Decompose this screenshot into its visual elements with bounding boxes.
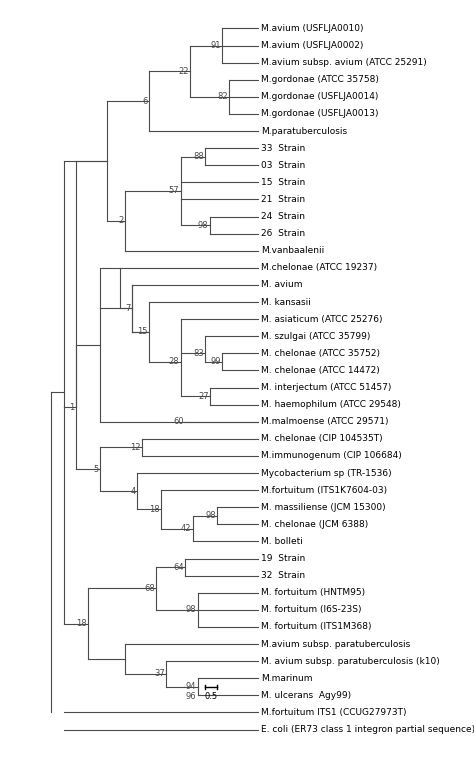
Text: M.avium subsp. paratuberculosis: M.avium subsp. paratuberculosis [261,640,410,649]
Text: 4: 4 [130,487,136,496]
Text: 19  Strain: 19 Strain [261,554,305,563]
Text: 18: 18 [149,505,160,514]
Text: M. chelonae (ATCC 14472): M. chelonae (ATCC 14472) [261,366,380,375]
Text: 88: 88 [193,152,204,161]
Text: M.avium subsp. avium (ATCC 25291): M.avium subsp. avium (ATCC 25291) [261,58,427,67]
Text: 98: 98 [186,606,196,615]
Text: 99: 99 [210,358,221,366]
Text: 98: 98 [198,221,209,230]
Text: 98: 98 [205,512,216,520]
Text: 96: 96 [186,692,196,700]
Text: 57: 57 [169,186,179,196]
Text: M. asiaticum (ATCC 25276): M. asiaticum (ATCC 25276) [261,315,383,324]
Text: M.paratuberculosis: M.paratuberculosis [261,127,347,136]
Text: 32  Strain: 32 Strain [261,572,305,580]
Text: M.avium (USFLJA0010): M.avium (USFLJA0010) [261,24,364,33]
Text: M.vanbaalenii: M.vanbaalenii [261,246,324,255]
Text: 15: 15 [137,327,148,337]
Text: 5: 5 [94,465,99,474]
Text: M. ulcerans  Agy99): M. ulcerans Agy99) [261,691,351,700]
Text: M.immunogenum (CIP 106684): M.immunogenum (CIP 106684) [261,452,401,460]
Text: 22: 22 [179,67,189,76]
Text: 2: 2 [118,216,123,225]
Text: 18: 18 [76,619,87,628]
Text: 33  Strain: 33 Strain [261,143,305,152]
Text: 94: 94 [186,682,196,691]
Text: M. avium subsp. paratuberculosis (k10): M. avium subsp. paratuberculosis (k10) [261,656,440,666]
Text: 91: 91 [210,41,221,50]
Text: 68: 68 [144,584,155,593]
Text: E. coli (ER73 class 1 integron partial sequence): E. coli (ER73 class 1 integron partial s… [261,725,474,734]
Text: M. szulgai (ATCC 35799): M. szulgai (ATCC 35799) [261,332,370,341]
Text: 83: 83 [193,349,204,358]
Text: M. fortuitum (I6S-23S): M. fortuitum (I6S-23S) [261,606,361,615]
Text: M.gordonae (USFLJA0013): M.gordonae (USFLJA0013) [261,109,378,118]
Text: 27: 27 [198,392,209,400]
Text: 15  Strain: 15 Strain [261,178,305,186]
Text: Mycobacterium sp (TR-1536): Mycobacterium sp (TR-1536) [261,468,392,478]
Text: M. chelonae (ATCC 35752): M. chelonae (ATCC 35752) [261,349,380,358]
Text: 03  Strain: 03 Strain [261,161,305,170]
Text: M.avium (USFLJA0002): M.avium (USFLJA0002) [261,41,363,50]
Text: 24  Strain: 24 Strain [261,212,305,221]
Text: 64: 64 [173,562,184,572]
Text: M.chelonae (ATCC 19237): M.chelonae (ATCC 19237) [261,263,377,272]
Text: 37: 37 [154,669,165,678]
Text: 21  Strain: 21 Strain [261,195,305,204]
Text: 42: 42 [181,524,191,533]
Text: 82: 82 [218,92,228,102]
Text: M.gordonae (ATCC 35758): M.gordonae (ATCC 35758) [261,75,379,84]
Text: M. haemophilum (ATCC 29548): M. haemophilum (ATCC 29548) [261,400,401,409]
Text: 6: 6 [142,96,148,105]
Text: M. fortuitum (ITS1M368): M. fortuitum (ITS1M368) [261,622,372,631]
Text: M.marinum: M.marinum [261,674,312,683]
Text: M. avium: M. avium [261,280,302,290]
Text: 7: 7 [125,304,131,313]
Text: M. fortuitum (HNTM95): M. fortuitum (HNTM95) [261,588,365,597]
Text: 60: 60 [173,417,184,426]
Text: 26  Strain: 26 Strain [261,229,305,238]
Text: 12: 12 [130,443,140,452]
Text: 1: 1 [69,402,74,412]
Text: 0.5: 0.5 [204,692,218,701]
Text: M. bolleti: M. bolleti [261,537,303,546]
Text: M.malmoense (ATCC 29571): M.malmoense (ATCC 29571) [261,417,388,426]
Text: M. kansasii: M. kansasii [261,298,311,306]
Text: 28: 28 [169,358,179,366]
Text: M. interjectum (ATCC 51457): M. interjectum (ATCC 51457) [261,383,392,392]
Text: M. chelonae (CIP 104535T): M. chelonae (CIP 104535T) [261,434,383,443]
Text: M. chelonae (JCM 6388): M. chelonae (JCM 6388) [261,520,368,529]
Text: M.fortuitum ITS1 (CCUG27973T): M.fortuitum ITS1 (CCUG27973T) [261,708,406,717]
Text: M. massiliense (JCM 15300): M. massiliense (JCM 15300) [261,503,385,512]
Text: M.gordonae (USFLJA0014): M.gordonae (USFLJA0014) [261,92,378,102]
Text: M.fortuitum (ITS1K7604-03): M.fortuitum (ITS1K7604-03) [261,486,387,495]
